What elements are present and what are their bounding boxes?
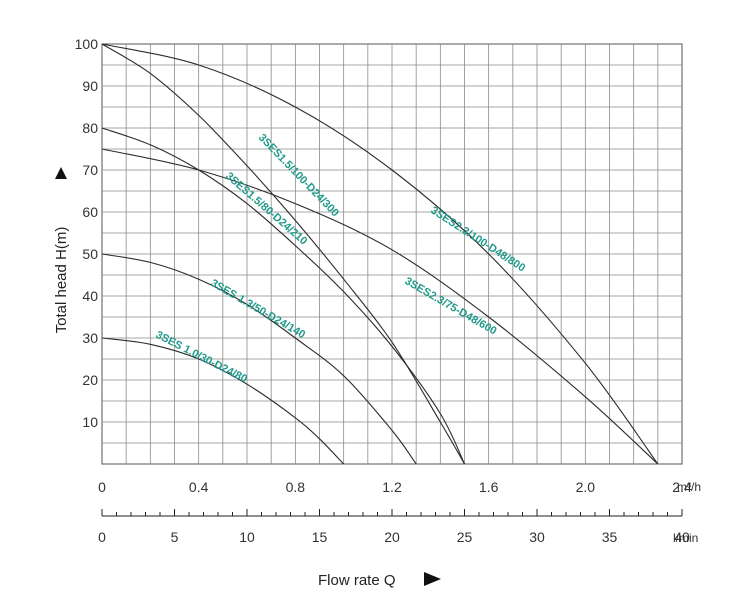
x-axis-arrow-icon	[424, 572, 441, 586]
curves	[101, 43, 659, 465]
y-tick-label: 60	[82, 204, 98, 220]
y-tick-label: 80	[82, 120, 98, 136]
x-secondary-tick-label: 5	[171, 529, 179, 545]
series-label: 3SES 1.0/30-D24/80	[154, 329, 249, 386]
series-label: 3SES2.3/100-D48/800	[428, 204, 527, 274]
x-secondary-tick-label: 15	[312, 529, 328, 545]
y-tick-labels: 10 20 30 40 50 60 70 80 90 100	[75, 36, 99, 430]
x-unit-label: m³/h	[677, 480, 701, 494]
x-tick-label: 0	[98, 479, 106, 495]
y-tick-label: 50	[82, 246, 98, 262]
y-axis-arrow-icon	[55, 167, 67, 179]
x-tick-label: 1.6	[479, 479, 499, 495]
x-secondary-unit-label: l/min	[673, 531, 698, 545]
x-secondary-tick-label: 10	[239, 529, 255, 545]
y-tick-label: 90	[82, 78, 98, 94]
y-tick-label: 20	[82, 372, 98, 388]
series-curve	[101, 253, 417, 465]
x-secondary-tick-label: 20	[384, 529, 400, 545]
series-curve	[101, 148, 659, 465]
y-tick-label: 10	[82, 414, 98, 430]
x-tick-labels: 0 0.4 0.8 1.2 1.6 2.0 2.4	[98, 479, 692, 495]
series-curve	[101, 43, 659, 465]
x-tick-label: 0.8	[286, 479, 306, 495]
x-secondary-tick-label: 35	[602, 529, 618, 545]
y-tick-label: 40	[82, 288, 98, 304]
x-tick-label: 2.0	[576, 479, 596, 495]
x-secondary-tick-label: 40	[674, 529, 690, 545]
series-label: 3SES 1.3/50-D24/140	[209, 277, 308, 341]
x-tick-label: 2.4	[672, 479, 692, 495]
y-tick-label: 100	[75, 36, 99, 52]
series-curve	[101, 337, 345, 465]
series-curve	[101, 43, 465, 465]
y-tick-label: 30	[82, 330, 98, 346]
x-secondary-tick-label: 30	[529, 529, 545, 545]
series-curve	[101, 127, 465, 465]
series-label: 3SES2.3/75-D48/600	[403, 275, 499, 337]
x-secondary-tick-label: 25	[457, 529, 473, 545]
y-tick-label: 70	[82, 162, 98, 178]
x-tick-label: 1.2	[382, 479, 402, 495]
y-axis-label: Total head H(m)	[53, 227, 70, 334]
x-secondary-tick-label: 0	[98, 529, 106, 545]
x-tick-label: 0.4	[189, 479, 209, 495]
secondary-x-axis: 0 5 10 15 20 25 30 35 40	[98, 509, 690, 545]
x-axis-label: Flow rate Q	[318, 572, 396, 589]
